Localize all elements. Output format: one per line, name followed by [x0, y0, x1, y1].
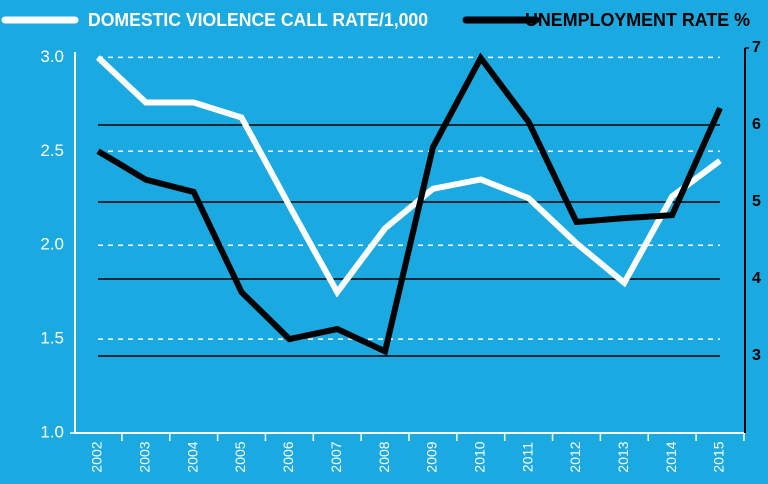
x-tick-label: 2006 [280, 441, 296, 472]
x-tick-label: 2003 [137, 441, 153, 472]
y-tick-label: 2.0 [40, 235, 64, 254]
y2-tick-label: 7 [752, 39, 761, 56]
y2-tick-label: 6 [752, 116, 761, 133]
y-tick-label: 3.0 [40, 47, 64, 66]
series-line [95, 55, 722, 298]
legend-label: UNEMPLOYMENT RATE % [525, 10, 750, 30]
x-tick-label: 2012 [567, 441, 583, 472]
y2-tick-label: 5 [752, 193, 761, 210]
y2-tick-label: 3 [752, 347, 761, 364]
x-tick-label: 2013 [615, 441, 631, 472]
x-tick-label: 2007 [328, 441, 344, 472]
x-tick-label: 2008 [376, 441, 392, 472]
x-tick-label: 2005 [232, 441, 248, 472]
x-tick-label: 2015 [711, 441, 727, 472]
y2-tick-label: 4 [752, 270, 761, 287]
y-tick-label: 2.5 [40, 141, 64, 160]
series-line [96, 52, 723, 356]
y-tick-label: 1.0 [40, 422, 64, 441]
legend-label: DOMESTIC VIOLENCE CALL RATE/1,000 [88, 10, 428, 30]
x-tick-label: 2009 [424, 441, 440, 472]
y-tick-label: 1.5 [40, 329, 64, 348]
x-tick-label: 2014 [663, 441, 679, 472]
x-tick-label: 2010 [471, 441, 487, 472]
x-tick-label: 2011 [519, 442, 535, 472]
x-tick-label: 2004 [184, 441, 200, 472]
x-tick-label: 2002 [89, 441, 105, 472]
